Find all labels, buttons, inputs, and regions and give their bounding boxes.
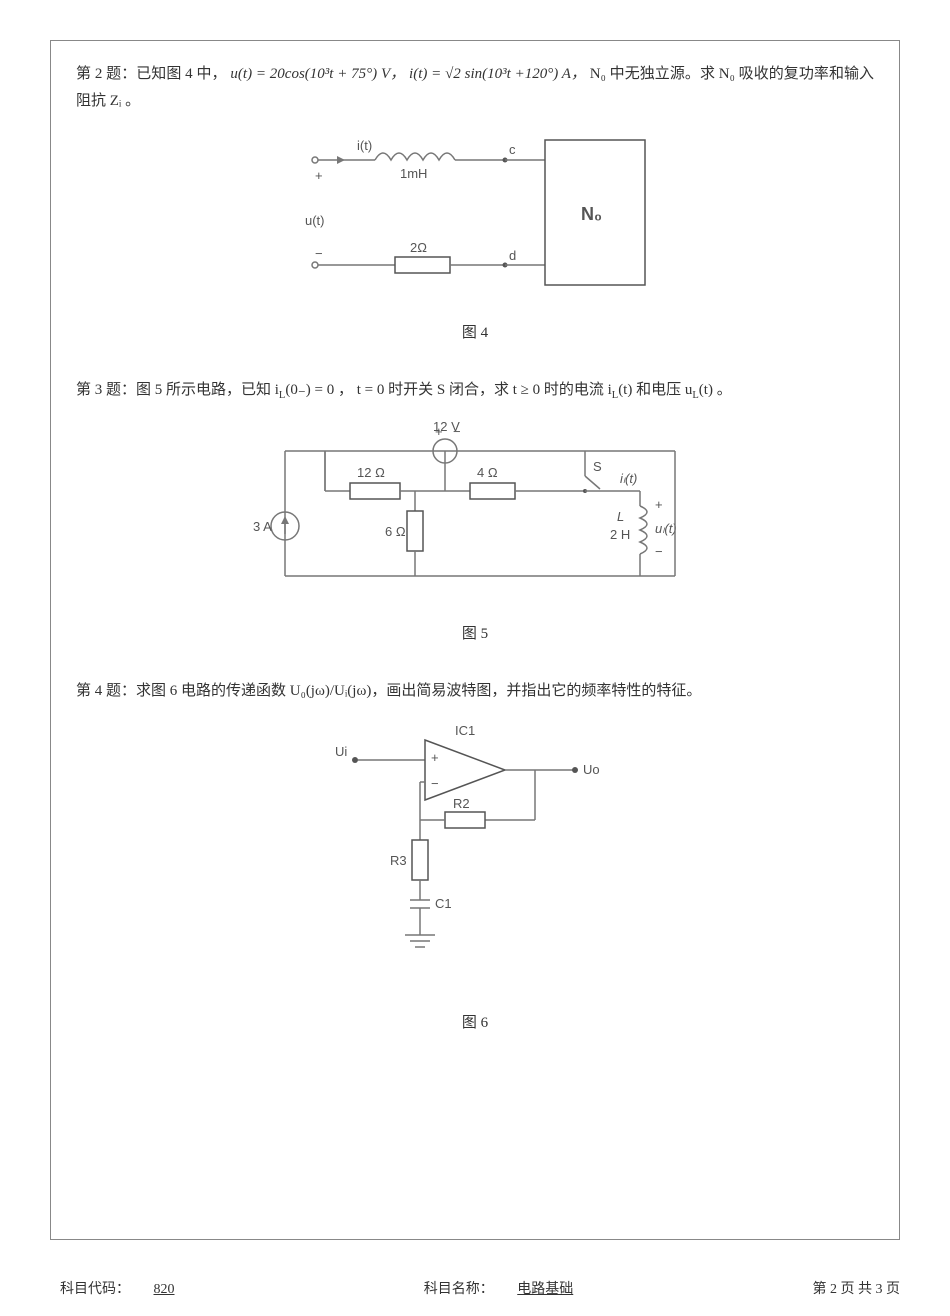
fig6-C1: C1 [435, 896, 452, 911]
svg-text:+: + [655, 497, 663, 512]
figure-4: i(t) 1mH c + u(t) 2Ω d − [76, 130, 874, 310]
svg-text:−: − [431, 776, 439, 791]
figure-5: + − 12 V 12 Ω 4 Ω [76, 421, 874, 611]
p3-suffix: (t) 和电压 u [618, 382, 692, 398]
fig5-I3A: 3 A [253, 519, 272, 534]
svg-text:−: − [655, 544, 663, 559]
fig5-R4: 4 Ω [477, 465, 498, 480]
fig5-R6: 6 Ω [385, 524, 406, 539]
fig5-R12: 12 Ω [357, 465, 385, 480]
svg-text:−: − [315, 246, 323, 261]
fig5-iL: iₗ(t) [620, 471, 637, 486]
problem-2: 第 2 题：已知图 4 中， u(t) = 20cos(10³t + 75°) … [76, 61, 874, 347]
fig4-i-label: i(t) [357, 138, 372, 153]
fig5-L: L [617, 509, 624, 524]
page-content-frame: 第 2 题：已知图 4 中， u(t) = 20cos(10³t + 75°) … [50, 40, 900, 1240]
fig4-c-label: c [509, 142, 516, 157]
footer-page: 第 2 页 共 3 页 [813, 1278, 901, 1298]
fig6-IC1: IC1 [455, 723, 475, 738]
footer-name-value: 电路基础 [507, 1282, 583, 1297]
figure-5-caption: 图 5 [76, 621, 874, 648]
fig4-N0-label: N₀ [581, 204, 602, 224]
footer-code-label: 科目代码： [50, 1282, 140, 1297]
svg-text:+: + [315, 168, 323, 183]
p2-prefix: 第 2 题：已知图 4 中， [76, 66, 227, 82]
fig5-src-V: 12 V [433, 421, 460, 434]
fig6-R3: R3 [390, 853, 407, 868]
p3-t0: t = 0 时开关 S 闭合，求 t ≥ 0 时的电流 i [357, 382, 612, 398]
svg-text:+: + [431, 750, 439, 765]
problem-4: 第 4 题：求图 6 电路的传递函数 U₀(jω)/Uᵢ(jω)，画出简易波特图… [76, 678, 874, 1037]
p2-u-expr: u(t) = 20cos(10³t + 75°) V， [230, 66, 405, 82]
figure-6: Ui + − IC1 Uo R2 [76, 720, 874, 1000]
p3-iL-cond: (0₋) = 0 ， [285, 382, 353, 398]
problem-2-text: 第 2 题：已知图 4 中， u(t) = 20cos(10³t + 75°) … [76, 61, 874, 115]
footer-name-label: 科目名称： [414, 1282, 504, 1297]
problem-3: 第 3 题：图 5 所示电路，已知 i L (0₋) = 0 ， t = 0 时开关… [76, 377, 874, 648]
figure-6-caption: 图 6 [76, 1010, 874, 1037]
footer-code: 科目代码： 820 [50, 1278, 185, 1298]
figure-4-caption: 图 4 [76, 320, 874, 347]
fig6-Ui: Ui [335, 744, 347, 759]
page-footer: 科目代码： 820 科目名称： 电路基础 第 2 页 共 3 页 [50, 1278, 900, 1298]
footer-name: 科目名称： 电路基础 [414, 1278, 584, 1298]
fig5-uL: uₗ(t) [655, 521, 677, 536]
p3-prefix: 第 3 题：图 5 所示电路，已知 i [76, 382, 279, 398]
fig4-R-label: 2Ω [410, 240, 427, 255]
p3-suffix2: (t) 。 [699, 382, 732, 398]
problem-3-text: 第 3 题：图 5 所示电路，已知 iL(0₋) = 0 ， t = 0 时开关… [76, 377, 874, 406]
fig5-S: S [593, 459, 602, 474]
fig6-Uo: Uo [583, 762, 600, 777]
fig6-R2: R2 [453, 796, 470, 811]
problem-4-text: 第 4 题：求图 6 电路的传递函数 U₀(jω)/Uᵢ(jω)，画出简易波特图… [76, 678, 874, 705]
fig5-Lval: 2 H [610, 527, 630, 542]
p2-i-expr: i(t) = √2 sin(10³t +120°) A， [409, 66, 586, 82]
fig4-u-label: u(t) [305, 213, 325, 228]
footer-code-value: 820 [144, 1282, 185, 1297]
fig4-L-label: 1mH [400, 166, 427, 181]
fig4-d-label: d [509, 248, 516, 263]
